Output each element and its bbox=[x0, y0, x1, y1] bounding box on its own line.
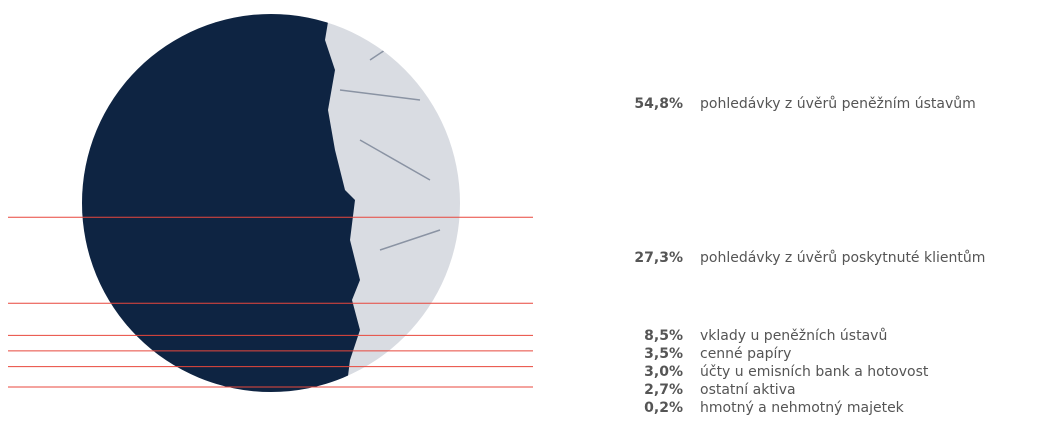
chart: 54,8% pohledávky z úvěrů peněžním ústavům… bbox=[0, 0, 1048, 434]
value-label: 8,5% bbox=[644, 328, 683, 344]
value-label: 3,0% bbox=[644, 364, 683, 380]
category-label: hmotný a nehmotný majetek bbox=[700, 400, 905, 416]
category-label: pohledávky z úvěrů poskytnuté klientům bbox=[700, 250, 985, 266]
category-label: vklady u peněžních ústavů bbox=[700, 328, 887, 344]
category-label: účty u emisních bank a hotovost bbox=[700, 364, 929, 380]
value-label: 54,8% bbox=[634, 96, 683, 112]
value-label: 3,5% bbox=[644, 346, 683, 362]
circle-image bbox=[80, 10, 465, 400]
page: 54,8% pohledávky z úvěrů peněžním ústavům… bbox=[0, 0, 1048, 434]
value-label: 0,2% bbox=[644, 400, 683, 416]
category-label: ostatní aktiva bbox=[700, 382, 796, 398]
category-label: cenné papíry bbox=[700, 346, 791, 362]
value-label: 27,3% bbox=[634, 250, 683, 266]
category-label: pohledávky z úvěrů peněžním ústavům bbox=[700, 96, 976, 112]
value-label: 2,7% bbox=[644, 382, 683, 398]
